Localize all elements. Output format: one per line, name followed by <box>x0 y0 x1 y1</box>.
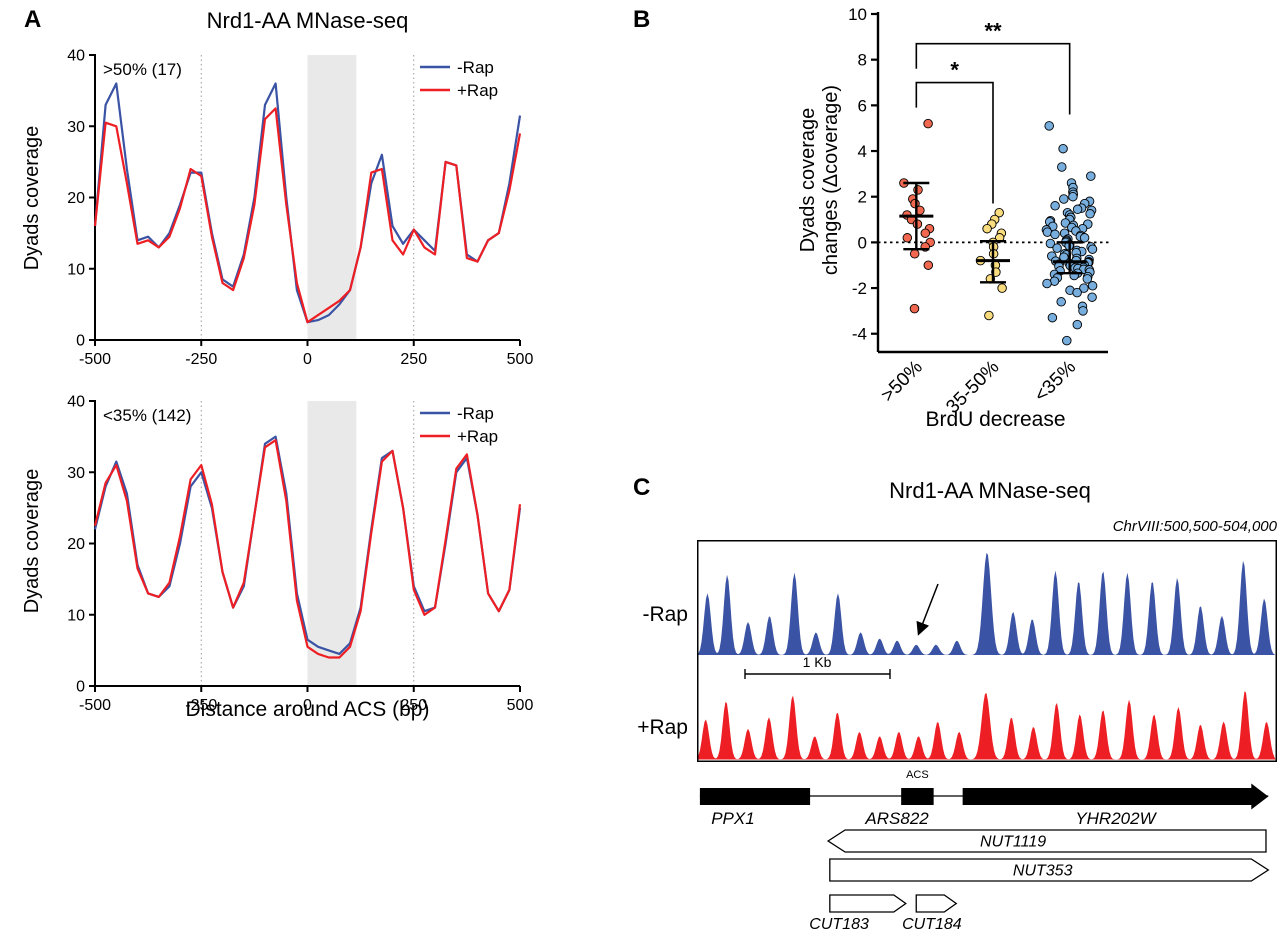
svg-text:30: 30 <box>67 119 85 136</box>
svg-text:-500: -500 <box>79 351 111 368</box>
svg-text:-250: -250 <box>185 697 217 714</box>
svg-text:YHR202W: YHR202W <box>1075 809 1157 828</box>
chart-mnase-bottom: 0 10 20 30 40 -500 -250 0 250 500 <35% (142) -Rap +R… <box>67 394 534 715</box>
svg-text:>50% (17): >50% (17) <box>103 60 182 79</box>
svg-text:PPX1: PPX1 <box>711 809 754 828</box>
svg-text:**: ** <box>984 19 1002 44</box>
panel-c-label: C <box>633 474 651 501</box>
panel-a-top-ylabel: Dyads coverage <box>21 125 43 271</box>
svg-text:20: 20 <box>67 190 85 207</box>
svg-text:6: 6 <box>858 96 867 115</box>
svg-text:4: 4 <box>858 142 867 161</box>
svg-text:0: 0 <box>858 233 867 252</box>
svg-text:-2: -2 <box>852 279 867 298</box>
svg-text:>50%: >50% <box>877 357 927 407</box>
minus-rap-track-label: -Rap <box>642 603 688 626</box>
svg-text:0: 0 <box>76 333 85 350</box>
panel-a-bottom-ylabel: Dyads coverage <box>21 468 43 614</box>
svg-text:ACS: ACS <box>906 769 929 781</box>
svg-text:10: 10 <box>67 261 85 278</box>
svg-text:ARS822: ARS822 <box>864 809 929 828</box>
panel-a-title: Nrd1-AA MNase-seq <box>206 8 409 33</box>
svg-text:<35% (142): <35% (142) <box>103 406 191 425</box>
svg-text:*: * <box>950 58 959 83</box>
panel-b-xlabel: BrdU decrease <box>925 408 1066 431</box>
svg-text:40: 40 <box>67 394 85 411</box>
svg-text:8: 8 <box>858 51 867 70</box>
svg-text:2: 2 <box>858 188 867 207</box>
svg-text:250: 250 <box>400 351 427 368</box>
gene-annotations-svg: PPX1 ARS822 ACS YHR202W NUT1119 NUT353 CUT183 C… <box>699 769 1270 933</box>
svg-text:20: 20 <box>67 536 85 553</box>
svg-text:30: 30 <box>67 465 85 482</box>
svg-text:0: 0 <box>76 679 85 696</box>
svg-text:10: 10 <box>848 5 867 24</box>
svg-text:500: 500 <box>507 351 534 368</box>
svg-text:-Rap: -Rap <box>457 58 494 77</box>
svg-text:-500: -500 <box>79 697 111 714</box>
svg-text:1 Kb: 1 Kb <box>803 654 832 670</box>
plus-rap-track-label: +Rap <box>637 716 688 739</box>
svg-text:0: 0 <box>303 351 312 368</box>
svg-text:-4: -4 <box>852 325 867 344</box>
svg-text:NUT1119: NUT1119 <box>980 834 1046 851</box>
panel-c-title: Nrd1-AA MNase-seq <box>889 478 1091 503</box>
panel-a-xlabel: Distance around ACS (bp) <box>185 698 430 721</box>
genome-tracks-svg: 1 Kb <box>697 540 1277 762</box>
svg-text:500: 500 <box>507 697 534 714</box>
svg-text:0: 0 <box>303 697 312 714</box>
svg-text:+Rap: +Rap <box>457 427 498 446</box>
svg-text:-Rap: -Rap <box>457 404 494 423</box>
svg-text:CUT183: CUT183 <box>809 916 869 933</box>
svg-text:NUT353: NUT353 <box>1013 863 1073 880</box>
panel-c-region-label: ChrVIII:500,500-504,000 <box>1112 518 1277 535</box>
svg-text:250: 250 <box>400 697 427 714</box>
panel-a-label: A <box>24 6 42 33</box>
svg-text:<35%: <35% <box>1031 357 1081 407</box>
svg-text:10: 10 <box>67 607 85 624</box>
panel-b-label: B <box>633 6 651 33</box>
svg-text:40: 40 <box>67 48 85 65</box>
svg-text:CUT184: CUT184 <box>902 916 962 933</box>
chart-mnase-top: 0 10 20 30 40 -500 -250 0 250 500 >50% (17) -Rap +Ra… <box>67 48 534 369</box>
svg-text:+Rap: +Rap <box>457 81 498 100</box>
svg-text:-250: -250 <box>185 351 217 368</box>
